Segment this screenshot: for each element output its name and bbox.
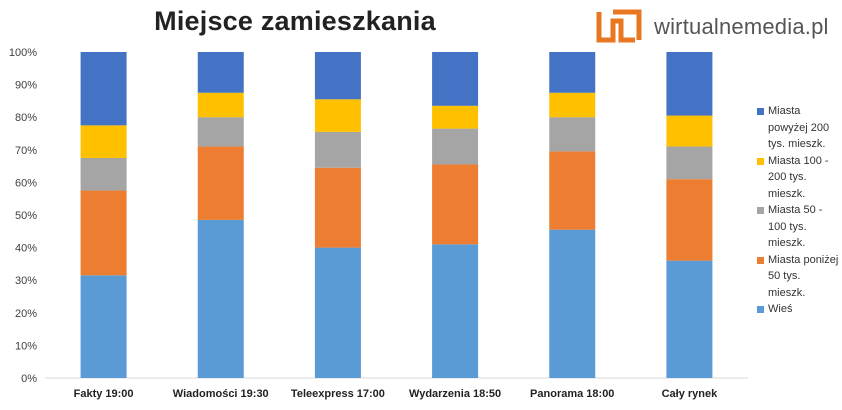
legend-swatch — [757, 256, 764, 264]
bar-segment — [197, 92, 244, 118]
legend-item: Miasta 50 - 100 tys. mieszk. — [757, 202, 839, 252]
legend-label: Miasta 100 - 200 tys. mieszk. — [768, 154, 829, 200]
y-tick-label: 60% — [15, 177, 37, 189]
legend-label: Wieś — [768, 303, 793, 315]
bar-segment — [80, 190, 127, 276]
bar-segment — [197, 117, 244, 147]
y-tick-label: 50% — [15, 210, 37, 222]
legend-item: Miasta poniżej 50 tys. mieszk. — [757, 252, 839, 302]
legend-label: Miasta 50 - 100 tys. mieszk. — [768, 204, 823, 249]
legend-swatch — [757, 108, 764, 115]
y-tick-label: 0% — [21, 373, 37, 385]
bar-segment — [314, 99, 361, 132]
bar-segment — [314, 52, 361, 100]
legend-item: Miasta 100 - 200 tys. mieszk. — [757, 153, 839, 203]
chart-title: Miejsce zamieszkania — [154, 6, 436, 36]
wm-logo-icon — [596, 9, 642, 43]
x-category-label: Panorama 18:00 — [530, 388, 614, 400]
y-tick-label: 30% — [15, 275, 37, 287]
bar-segment — [549, 151, 596, 230]
legend-item: Miasta powyżej 200 tys. mieszk. — [757, 103, 839, 153]
bar-segment — [432, 105, 479, 129]
bar-segment — [432, 164, 479, 245]
bar-segment — [314, 247, 361, 378]
bar-segment — [314, 167, 361, 248]
bar-segment — [314, 131, 361, 168]
bar-segment — [432, 52, 479, 106]
bar-segment — [666, 179, 713, 261]
y-tick-label: 100% — [9, 47, 37, 59]
bar-segment — [197, 146, 244, 220]
y-tick-label: 70% — [15, 145, 37, 157]
bar-segment — [80, 125, 127, 158]
bar-segment — [432, 244, 479, 378]
bar-segment — [666, 260, 713, 378]
x-category-label: Teleexpress 17:00 — [291, 388, 385, 400]
bar-segment — [197, 219, 244, 378]
bar-segment — [666, 115, 713, 147]
brand-logo: wirtualnemedia.pl — [596, 8, 829, 46]
y-tick-label: 10% — [15, 340, 37, 352]
legend-swatch — [757, 207, 764, 214]
bar-segment — [549, 52, 596, 93]
x-category-label: Fakty 19:00 — [74, 388, 134, 400]
bar-segment — [80, 157, 127, 191]
legend-item: Wieś — [757, 301, 839, 318]
bar-segment — [549, 229, 596, 378]
bar-segment — [432, 128, 479, 165]
chart-legend: Miasta powyżej 200 tys. mieszk. Miasta 10… — [757, 103, 839, 318]
x-category-label: Wydarzenia 18:50 — [409, 388, 501, 400]
legend-label: Miasta poniżej 50 tys. mieszk. — [768, 253, 839, 299]
bar-segment — [197, 52, 244, 93]
bar-segment — [80, 275, 127, 378]
bar-segment — [80, 52, 127, 126]
y-tick-label: 20% — [15, 308, 37, 320]
bar-segment — [549, 92, 596, 118]
bar-segment — [549, 117, 596, 152]
y-tick-label: 40% — [15, 243, 37, 255]
y-tick-label: 80% — [15, 112, 37, 124]
x-category-label: Cały rynek — [662, 388, 719, 400]
bar-segment — [666, 52, 713, 116]
y-tick-label: 90% — [15, 80, 37, 92]
legend-label: Miasta powyżej 200 tys. mieszk. — [768, 105, 830, 150]
bar-segment — [666, 146, 713, 180]
legend-swatch — [757, 157, 764, 165]
legend-swatch — [757, 306, 764, 313]
x-category-label: Wiadomości 19:30 — [173, 388, 269, 400]
brand-name: wirtualnemedia.pl — [654, 14, 829, 39]
